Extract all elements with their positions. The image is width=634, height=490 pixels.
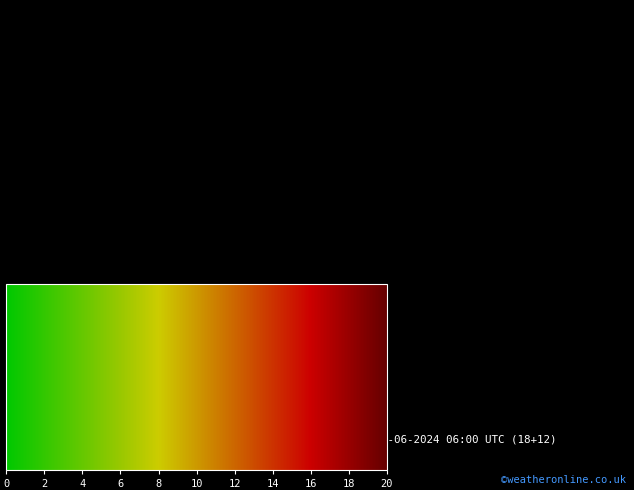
Text: ©weatheronline.co.uk: ©weatheronline.co.uk — [501, 475, 626, 486]
Text: Sa 22-06-2024 06:00 UTC (18+12): Sa 22-06-2024 06:00 UTC (18+12) — [355, 435, 557, 445]
Text: Temperature 2m Spread mean+σ [°C] ECMWF: Temperature 2m Spread mean+σ [°C] ECMWF — [6, 435, 260, 445]
